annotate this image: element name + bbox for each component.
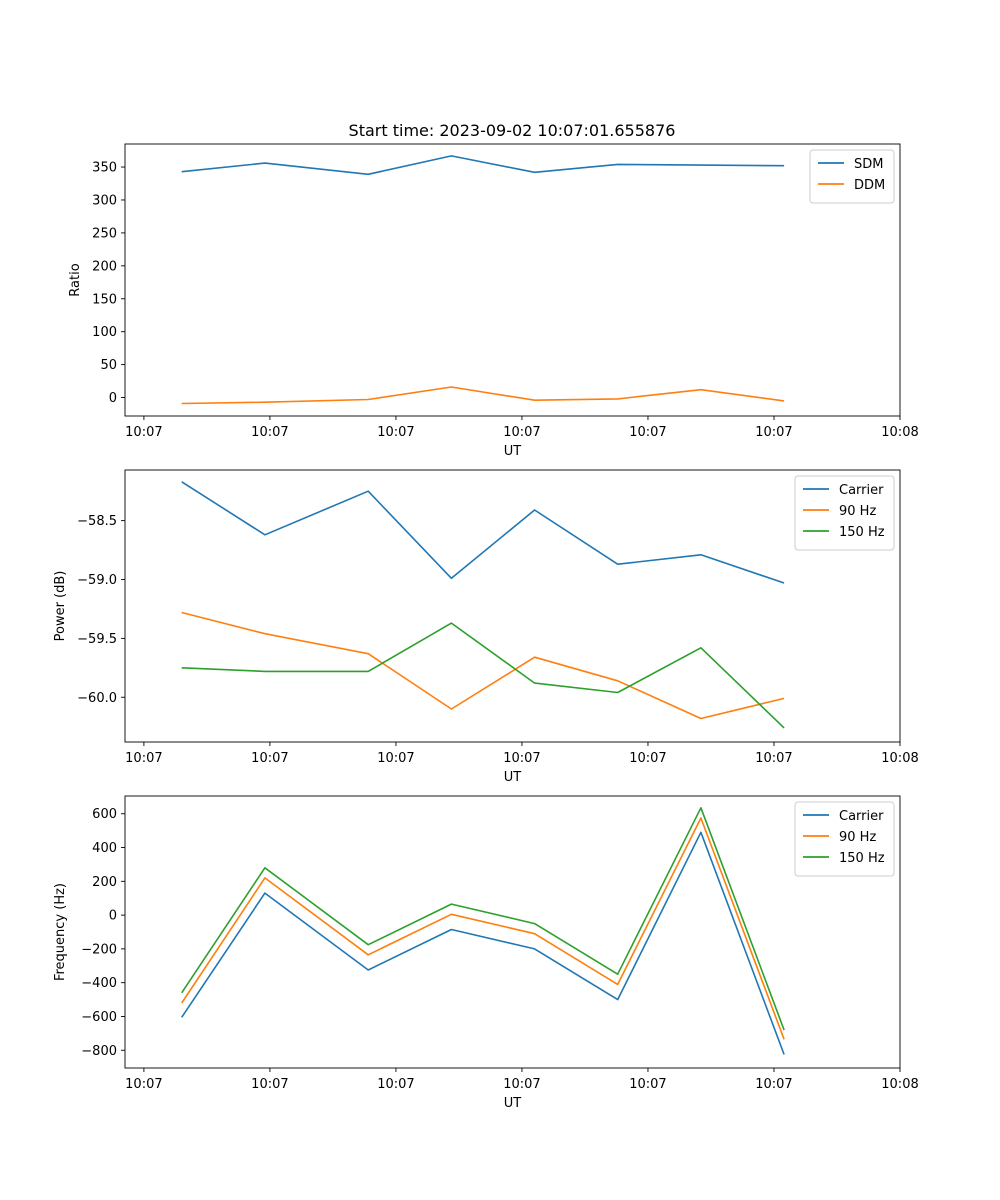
x-tick-label: 10:07 (503, 425, 540, 440)
axes-frame (124, 469, 901, 743)
y-tick-label: −400 (81, 976, 117, 991)
x-tick-label: 10:07 (377, 425, 414, 440)
x-tick-label: 10:07 (755, 1077, 792, 1092)
x-axis-label: UT (504, 1096, 522, 1111)
y-tick-label: 200 (92, 259, 117, 274)
y-axis-label: Ratio (68, 263, 83, 296)
x-tick-label: 10:07 (503, 1077, 540, 1092)
panels: 10:07 10:07 10:07 10:07 10:07 10:07 10:08 0 50 10… (53, 143, 919, 1111)
series-line-150-hz (181, 806, 785, 1031)
x-tick-label: 10:07 (125, 751, 162, 766)
legend-label: 90 Hz (839, 830, 876, 845)
y-tick-label: −800 (81, 1044, 117, 1059)
x-tick-label: 10:07 (755, 751, 792, 766)
x-tick-label: 10:07 (251, 1077, 288, 1092)
series-line-150-hz (181, 622, 785, 729)
x-tick-label: 10:08 (881, 1077, 918, 1092)
y-tick-label: 200 (92, 875, 117, 890)
series-line-ddm (181, 386, 785, 405)
legend-label: Carrier (839, 483, 884, 498)
y-tick-label: −600 (81, 1010, 117, 1025)
y-tick-label: −58.5 (77, 514, 117, 529)
axes-frame (124, 795, 901, 1069)
chart-panel-1: 10:07 10:07 10:07 10:07 10:07 10:07 10:08 0 50 10… (68, 143, 919, 459)
series-line-carrier (181, 831, 785, 1055)
x-axis-label: UT (504, 770, 522, 785)
x-axis-label: UT (504, 444, 522, 459)
y-tick-label: 250 (92, 226, 117, 241)
x-tick-label: 10:07 (251, 751, 288, 766)
chart-panel-3: 10:07 10:07 10:07 10:07 10:07 10:07 10:08 −800 −… (53, 795, 919, 1111)
y-tick-label: 300 (92, 193, 117, 208)
x-tick-label: 10:07 (755, 425, 792, 440)
legend: SDM DDM (809, 149, 895, 204)
y-tick-label: 0 (109, 909, 117, 924)
x-tick-label: 10:08 (881, 425, 918, 440)
y-tick-label: −200 (81, 942, 117, 957)
figure-title: Start time: 2023-09-02 10:07:01.655876 (349, 121, 676, 140)
y-tick-label: 0 (109, 391, 117, 406)
chart-panel-2: 10:07 10:07 10:07 10:07 10:07 10:07 10:08 −60.0… (53, 469, 919, 785)
series-line-90-hz (181, 817, 785, 1040)
x-tick-label: 10:07 (125, 1077, 162, 1092)
y-tick-label: −59.5 (77, 632, 117, 647)
x-tick-label: 10:07 (377, 1077, 414, 1092)
x-tick-label: 10:07 (503, 751, 540, 766)
y-axis-label: Power (dB) (53, 571, 68, 642)
y-tick-label: −59.0 (77, 573, 117, 588)
x-tick-label: 10:07 (629, 751, 666, 766)
series-line-sdm (181, 155, 785, 176)
legend-label: DDM (854, 178, 885, 193)
axes-frame (124, 143, 901, 417)
y-tick-label: −60.0 (77, 691, 117, 706)
y-tick-label: 350 (92, 161, 117, 176)
x-tick-label: 10:07 (629, 1077, 666, 1092)
legend-label: 150 Hz (839, 525, 885, 540)
x-tick-label: 10:07 (251, 425, 288, 440)
x-tick-label: 10:07 (629, 425, 666, 440)
series-line-carrier (181, 481, 785, 584)
y-axis-label: Frequency (Hz) (53, 883, 68, 981)
legend-label: SDM (854, 157, 883, 172)
x-tick-label: 10:07 (377, 751, 414, 766)
y-tick-label: 600 (92, 807, 117, 822)
legend-label: 90 Hz (839, 504, 876, 519)
legend-label: Carrier (839, 809, 884, 824)
y-tick-label: 50 (100, 358, 117, 373)
y-tick-label: 400 (92, 841, 117, 856)
series-line-90-hz (181, 611, 785, 720)
x-tick-label: 10:08 (881, 751, 918, 766)
y-tick-label: 100 (92, 325, 117, 340)
legend: Carrier 90 Hz 150 Hz (794, 801, 895, 877)
legend: Carrier 90 Hz 150 Hz (794, 475, 895, 551)
legend-label: 150 Hz (839, 851, 885, 866)
y-tick-label: 150 (92, 292, 117, 307)
x-tick-label: 10:07 (125, 425, 162, 440)
